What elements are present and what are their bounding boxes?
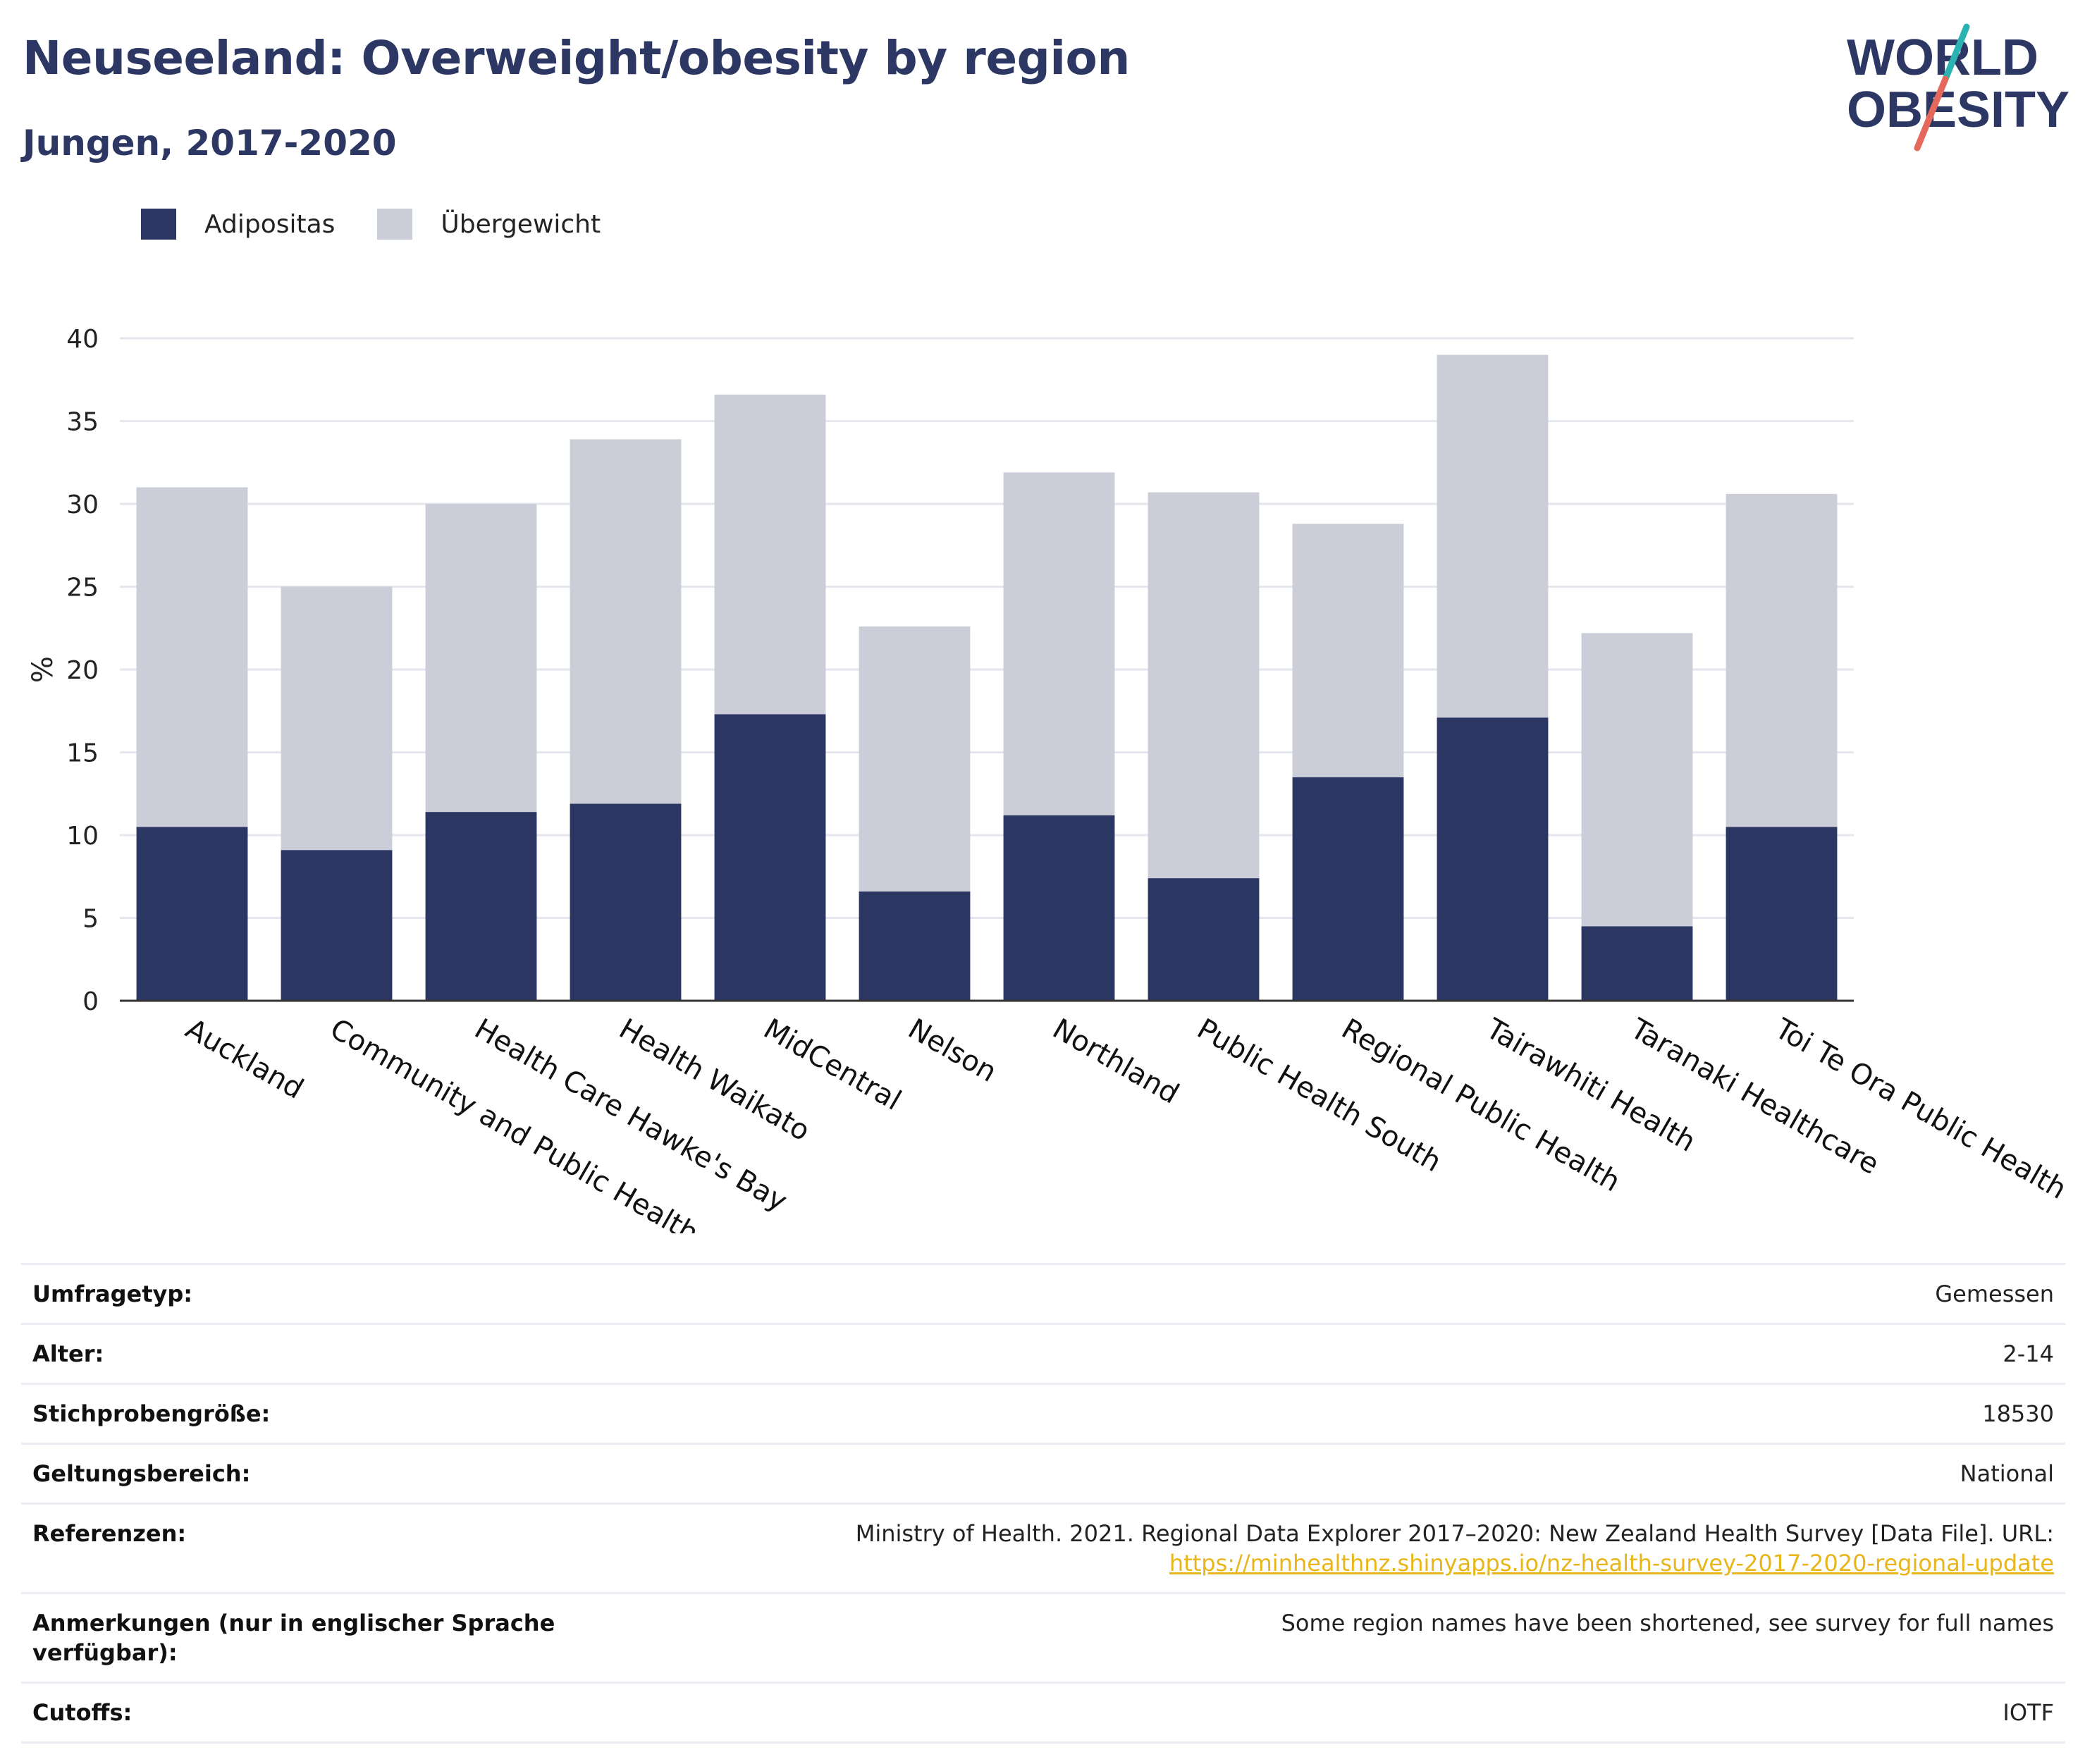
reference-link[interactable]: https://minhealthnz.shinyapps.io/nz-heal… bbox=[1169, 1550, 2054, 1577]
x-tick-label: Toi Te Ora Public Health bbox=[1769, 1012, 2072, 1206]
y-tick-label: 40 bbox=[66, 325, 99, 354]
info-value: Some region names have been shortened, s… bbox=[1281, 1610, 2054, 1636]
info-row-references: Referenzen: Ministry of Health. 2021. Re… bbox=[21, 1503, 2065, 1592]
bar-uebergewicht bbox=[136, 487, 248, 827]
bar-uebergewicht bbox=[1437, 354, 1549, 718]
info-row-notes: Anmerkungen (nur in englischer Sprache v… bbox=[21, 1592, 2065, 1682]
x-tick-label: Taranaki Healthcare bbox=[1625, 1012, 1885, 1180]
y-tick-label: 25 bbox=[66, 574, 99, 603]
bar-adipositas bbox=[1726, 827, 1838, 1001]
logo-line1: WORLD bbox=[1847, 30, 2038, 86]
bar-adipositas bbox=[1003, 815, 1115, 1001]
legend-label-adipositas: Adipositas bbox=[204, 209, 336, 239]
info-value: IOTF bbox=[2003, 1699, 2054, 1726]
y-tick-label: 35 bbox=[66, 408, 99, 437]
y-tick-label: 15 bbox=[66, 739, 99, 768]
x-tick-label: Northland bbox=[1047, 1013, 1185, 1111]
legend-item-adipositas[interactable]: Adipositas bbox=[141, 209, 335, 240]
bar-adipositas bbox=[1581, 926, 1693, 1001]
bar-adipositas bbox=[1437, 717, 1549, 1001]
reference-text: Ministry of Health. 2021. Regional Data … bbox=[855, 1520, 2054, 1547]
info-value: 18530 bbox=[1982, 1400, 2054, 1427]
x-tick-label: Nelson bbox=[903, 1013, 1002, 1089]
bar-uebergewicht bbox=[281, 586, 393, 851]
bar-uebergewicht bbox=[859, 626, 971, 892]
legend-swatch-adipositas bbox=[141, 209, 176, 240]
bar-adipositas bbox=[425, 812, 537, 1001]
bar-uebergewicht bbox=[1581, 633, 1693, 927]
info-table: Umfragetyp: Gemessen Alter: 2-14 Stichpr… bbox=[21, 1263, 2065, 1744]
chart-title: Neuseeland: Overweight/obesity by region bbox=[23, 31, 1130, 85]
y-tick-label: 5 bbox=[82, 905, 99, 934]
info-key: Cutoffs: bbox=[32, 1699, 133, 1726]
legend-item-uebergewicht[interactable]: Übergewicht bbox=[377, 209, 601, 240]
info-row-age: Alter: 2-14 bbox=[21, 1323, 2065, 1383]
bar-uebergewicht bbox=[1003, 472, 1115, 815]
bar-adipositas bbox=[714, 714, 826, 1001]
info-row-cutoffs: Cutoffs: IOTF bbox=[21, 1682, 2065, 1744]
logo-line2: OBESITY bbox=[1847, 82, 2069, 138]
info-value: 2-14 bbox=[2003, 1340, 2054, 1367]
chart-subtitle: Jungen, 2017-2020 bbox=[23, 123, 397, 164]
info-key: Alter: bbox=[32, 1340, 104, 1367]
bar-uebergewicht bbox=[1148, 492, 1260, 879]
bar-uebergewicht bbox=[1292, 524, 1404, 777]
info-row-survey-type: Umfragetyp: Gemessen bbox=[21, 1263, 2065, 1323]
bar-uebergewicht bbox=[425, 504, 537, 813]
y-tick-label: 10 bbox=[66, 822, 99, 851]
info-key: Anmerkungen (nur in englischer Sprache v… bbox=[32, 1610, 555, 1666]
info-row-sample-size: Stichprobengröße: 18530 bbox=[21, 1383, 2065, 1443]
info-key: Stichprobengröße: bbox=[32, 1400, 271, 1427]
bar-uebergewicht bbox=[1726, 493, 1838, 827]
bar-uebergewicht bbox=[714, 394, 826, 715]
bar-adipositas bbox=[570, 803, 682, 1001]
info-key: Geltungsbereich: bbox=[32, 1460, 251, 1487]
bar-uebergewicht bbox=[570, 439, 682, 804]
world-obesity-logo: WORLD OBESITY bbox=[1847, 23, 2069, 152]
info-row-scope: Geltungsbereich: National bbox=[21, 1443, 2065, 1503]
bar-adipositas bbox=[1292, 777, 1404, 1001]
bar-adipositas bbox=[136, 827, 248, 1001]
info-value: Gemessen bbox=[1935, 1281, 2054, 1307]
info-key: Referenzen: bbox=[32, 1520, 187, 1547]
x-tick-label: Auckland bbox=[180, 1013, 309, 1106]
info-key: Umfragetyp: bbox=[32, 1281, 193, 1307]
y-tick-label: 0 bbox=[82, 987, 99, 1016]
x-tick-label: Public Health South bbox=[1192, 1013, 1447, 1179]
legend-label-uebergewicht: Übergewicht bbox=[441, 209, 601, 239]
y-axis-label: % bbox=[27, 656, 59, 683]
y-tick-label: 30 bbox=[66, 491, 99, 519]
bar-adipositas bbox=[281, 850, 393, 1001]
legend-swatch-uebergewicht bbox=[377, 209, 413, 240]
bar-adipositas bbox=[1148, 878, 1260, 1001]
chart-legend: Adipositas Übergewicht bbox=[141, 209, 643, 240]
bar-adipositas bbox=[859, 891, 971, 1001]
info-value: National bbox=[1960, 1460, 2054, 1487]
y-tick-label: 20 bbox=[66, 656, 99, 685]
info-value-references: Ministry of Health. 2021. Regional Data … bbox=[856, 1519, 2054, 1578]
